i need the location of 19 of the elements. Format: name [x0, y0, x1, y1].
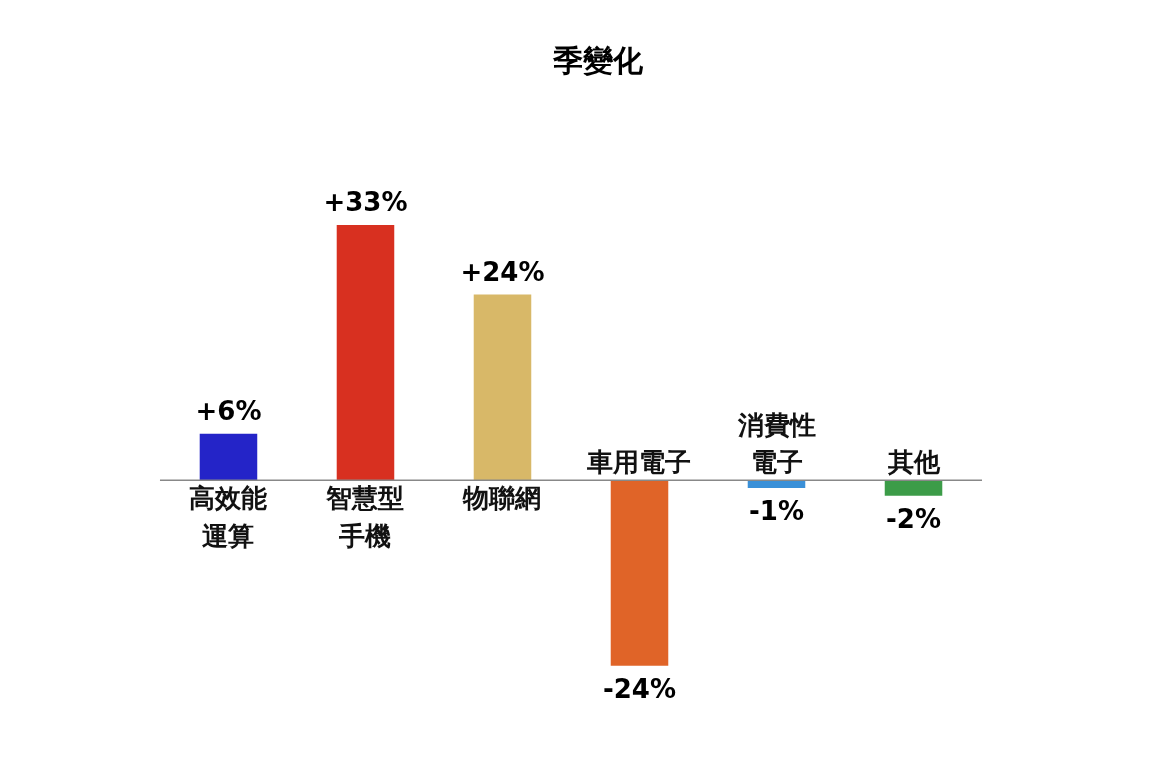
data-label: -2% — [886, 503, 941, 534]
data-label: +6% — [195, 395, 262, 426]
data-label: +24% — [460, 256, 545, 287]
x-tick-label: 其他 — [886, 447, 941, 478]
bar — [199, 433, 258, 481]
chart-title: 季變化 — [552, 43, 645, 78]
bar — [610, 480, 669, 666]
bar — [336, 225, 395, 481]
x-tick-label: 高效能運算 — [189, 483, 268, 551]
data-label: -1% — [749, 495, 804, 526]
x-tick-label: 智慧型手機 — [325, 483, 405, 551]
x-tick-label: 物聯網 — [462, 483, 542, 514]
bar — [884, 480, 943, 496]
bar — [747, 480, 806, 488]
data-label: -24% — [602, 673, 677, 704]
x-tick-label: 車用電子 — [586, 447, 692, 478]
data-label: +33% — [323, 187, 408, 218]
bar — [473, 294, 532, 481]
x-tick-label: 消費性電子 — [736, 409, 816, 478]
